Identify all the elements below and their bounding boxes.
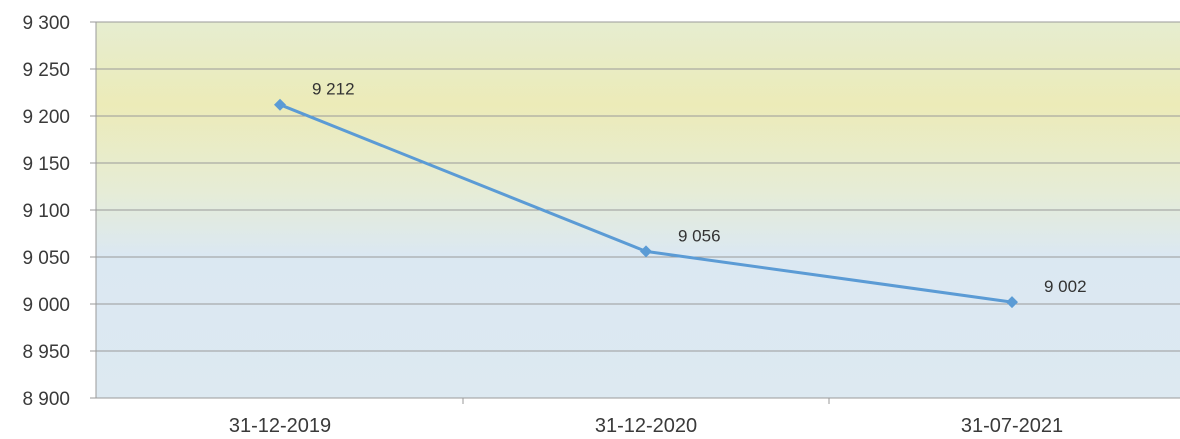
series-line bbox=[274, 98, 1018, 309]
y-tick-label: 8 950 bbox=[22, 342, 70, 363]
data-label: 9 002 bbox=[1044, 277, 1087, 296]
y-tick-label: 9 200 bbox=[22, 107, 70, 128]
data-label: 9 212 bbox=[312, 80, 355, 99]
y-tick-label: 9 100 bbox=[22, 201, 70, 222]
data-point-marker bbox=[1006, 296, 1018, 309]
x-category-label: 31-12-2020 bbox=[595, 415, 697, 437]
x-category-label: 31-07-2021 bbox=[961, 415, 1063, 437]
data-label: 9 056 bbox=[678, 226, 721, 245]
y-tick-label: 9 000 bbox=[22, 295, 70, 316]
x-category-label: 31-12-2019 bbox=[229, 415, 331, 437]
y-tick-label: 9 150 bbox=[22, 154, 70, 175]
data-point-marker bbox=[640, 245, 652, 258]
y-tick-label: 9 300 bbox=[22, 13, 70, 34]
y-axis-tick-labels: 8 900 8 950 9 000 9 050 9 100 9 150 9 200 9 250… bbox=[22, 13, 96, 410]
x-axis-category-labels: 31-12-2019 31-12-2020 31-07-2021 bbox=[229, 415, 1063, 437]
y-tick-label: 8 900 bbox=[22, 389, 70, 410]
data-labels: 9 212 9 056 9 002 bbox=[312, 80, 1087, 296]
y-tick-label: 9 250 bbox=[22, 60, 70, 81]
data-point-marker bbox=[274, 98, 286, 111]
y-tick-label: 9 050 bbox=[22, 248, 70, 269]
